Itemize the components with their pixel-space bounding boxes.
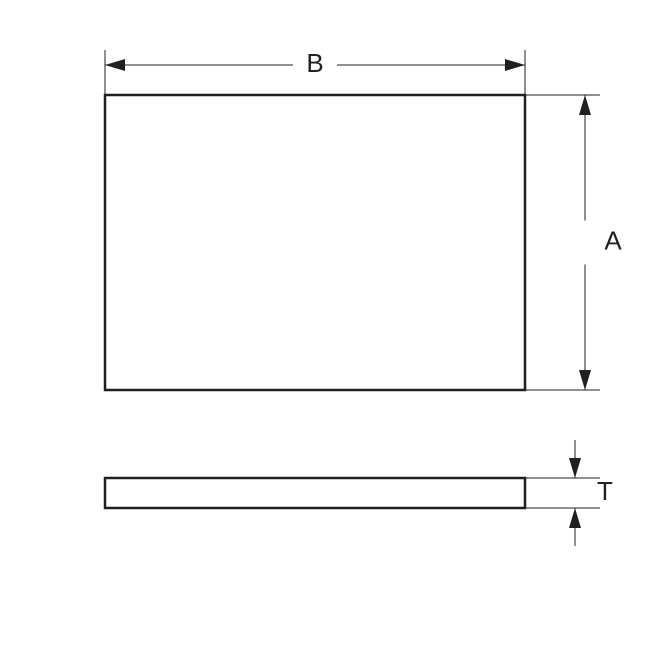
svg-text:T: T: [597, 476, 613, 506]
svg-text:A: A: [604, 225, 622, 255]
dimension-diagram: B A T: [0, 0, 670, 670]
svg-text:B: B: [306, 48, 323, 78]
